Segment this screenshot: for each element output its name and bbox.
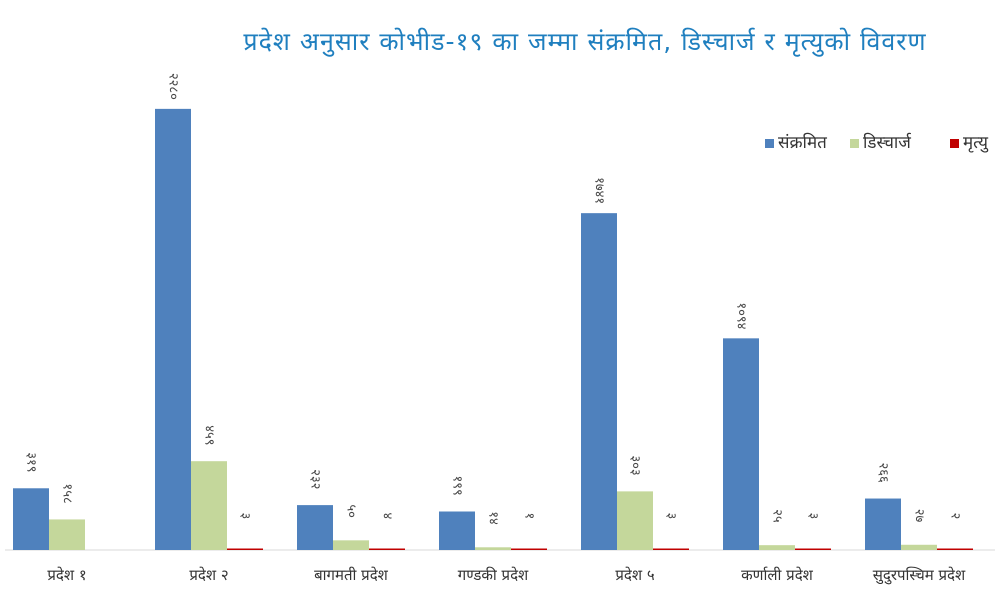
value-label: ३०३: [628, 455, 643, 475]
value-label: २३२: [308, 469, 323, 489]
bar-3-7: [937, 548, 973, 550]
value-label: ३१९: [24, 452, 39, 472]
legend-label: डिस्चार्ज: [863, 132, 912, 153]
category-label: बागमती प्रदेश: [314, 566, 389, 584]
chart-title: प्रदेश अनुसार कोभीड-१९ का जम्मा संक्रमित…: [243, 27, 927, 56]
legend-swatch: [950, 139, 959, 148]
bar-2-3: [333, 540, 369, 550]
bar-2-6: [759, 545, 795, 550]
legend-label: संक्रमित: [778, 132, 827, 153]
category-label: प्रदेश १: [47, 566, 86, 584]
value-label: १०९४: [734, 302, 749, 329]
bar-1-1: [13, 488, 49, 550]
value-label: २२८०: [166, 73, 181, 100]
value-label: २: [948, 513, 963, 520]
bar-2-7: [901, 544, 937, 550]
legend-swatch: [850, 139, 859, 148]
value-label: ५०: [344, 504, 359, 518]
legend-swatch: [765, 139, 774, 148]
value-label: ४५९: [202, 425, 217, 445]
bar-1-6: [723, 338, 759, 550]
bar-1-4: [439, 511, 475, 550]
bar-3-5: [653, 548, 689, 550]
value-label: १९९: [450, 475, 465, 495]
bar-1-7: [865, 498, 901, 550]
value-label: ३: [806, 513, 821, 520]
bar-1-3: [297, 505, 333, 550]
bar-1-5: [581, 213, 617, 550]
value-label: १४: [486, 511, 501, 525]
value-label: २५: [770, 509, 785, 523]
category-label: गण्डकी प्रदेश: [458, 566, 529, 584]
value-label: १७४१: [592, 177, 607, 204]
legend-label: मृत्यु: [963, 133, 989, 153]
value-label: २६६: [876, 463, 891, 484]
category-label: सुदुरपस्चिम प्रदेश: [873, 566, 966, 585]
bar-2-2: [191, 461, 227, 550]
category-label: प्रदेश २: [189, 566, 228, 584]
value-label: ४: [380, 513, 395, 520]
value-label: ३: [664, 513, 679, 520]
category-label: प्रदेश ५: [615, 566, 654, 584]
value-label: ३: [238, 513, 253, 520]
bar-2-1: [49, 519, 85, 550]
bar-2-4: [475, 547, 511, 550]
value-label: १५८: [60, 483, 75, 504]
category-label: कर्णाली प्रदेश: [741, 566, 814, 584]
bar-3-2: [227, 548, 263, 550]
bar-3-4: [511, 548, 547, 550]
bar-3-3: [369, 548, 405, 550]
value-label: १: [522, 513, 537, 520]
value-label: २७: [912, 509, 927, 523]
bar-2-5: [617, 491, 653, 550]
bar-1-2: [155, 108, 191, 550]
bar-3-6: [795, 548, 831, 550]
